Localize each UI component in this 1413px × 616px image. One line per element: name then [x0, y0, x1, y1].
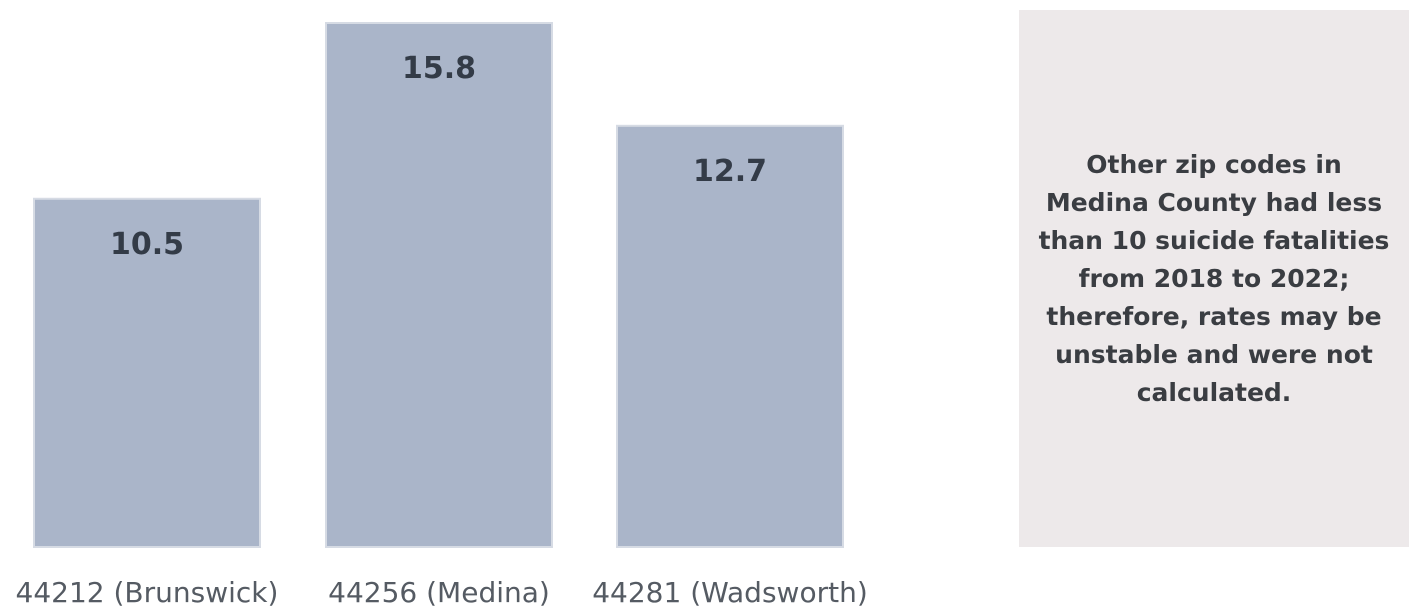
category-label-2: 44256 (Medina): [328, 576, 550, 609]
bar-value-label-2: 15.8: [402, 51, 476, 86]
bar-3: [616, 124, 844, 549]
bar-value-label-3: 12.7: [693, 154, 767, 189]
category-label-1: 44212 (Brunswick): [16, 576, 279, 609]
note-box: Other zip codes in Medina County had les…: [1019, 10, 1409, 547]
bar-1: [33, 197, 261, 548]
bar-value-label-1: 10.5: [110, 227, 184, 262]
bar-chart: 10.5 44212 (Brunswick) 15.8 44256 (Medina) 1…: [16, 22, 868, 609]
bar-2: [325, 22, 553, 548]
category-label-3: 44281 (Wadsworth): [592, 576, 868, 609]
note-text: Other zip codes in Medina County had les…: [1038, 149, 1390, 407]
